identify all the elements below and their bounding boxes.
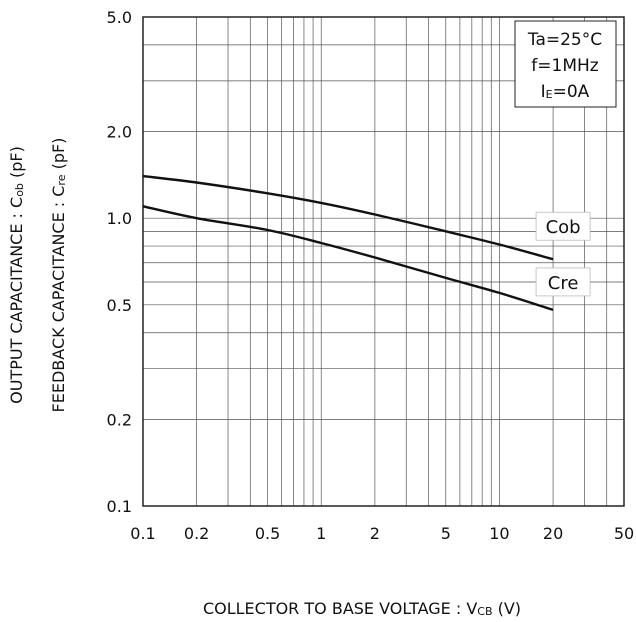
series-label-cre: Cre <box>548 273 579 294</box>
condition-text: IE=0A <box>541 82 590 102</box>
y-tick-label: 1.0 <box>107 209 132 228</box>
series-label-box-cre <box>535 267 591 297</box>
x-tick-label: 0.5 <box>255 524 280 543</box>
condition-text: Ta=25°C <box>527 30 602 50</box>
series-line-cre <box>142 205 554 312</box>
y-tick-label: 0.2 <box>107 410 132 429</box>
y-axis-title-feedback: FEEDBACK CAPACITANCE : Cre (pF) <box>49 138 68 413</box>
y-tick-label: 5.0 <box>107 8 132 27</box>
x-axis-title: COLLECTOR TO BASE VOLTAGE : VCB (V) <box>203 599 521 618</box>
x-tick-label: 20 <box>543 524 563 543</box>
series-line-cob <box>142 174 554 261</box>
conditions-legend: Ta=25°C f=1MHz IE=0A <box>514 20 617 108</box>
x-tick-label: 10 <box>489 524 509 543</box>
y-tick-labels: 0.1 0.2 0.5 1.0 2.0 5.0 <box>107 8 132 516</box>
y-axis-title-output: OUTPUT CAPACITANCE : Cob (pF) <box>7 146 26 404</box>
condition-text: f=1MHz <box>531 56 598 76</box>
y-tick-label: 0.1 <box>107 497 132 516</box>
y-tick-label: 2.0 <box>107 123 132 142</box>
conditions-box <box>514 20 617 108</box>
x-tick-label: 2 <box>370 524 380 543</box>
series-label-cob: Cob <box>546 217 581 238</box>
y-tick-label: 0.5 <box>107 296 132 315</box>
x-tick-labels: 0.1 0.2 0.5 1 2 5 10 20 50 <box>130 524 634 543</box>
x-tick-label: 1 <box>316 524 326 543</box>
x-tick-label: 50 <box>614 524 634 543</box>
plot-frame <box>142 16 625 507</box>
series-lines <box>142 174 554 312</box>
x-tick-label: 0.2 <box>184 524 209 543</box>
series-labels: Cob Cre <box>535 211 591 297</box>
x-tick-label: 5 <box>441 524 451 543</box>
x-tick-label: 0.1 <box>130 524 155 543</box>
series-label-box-cob <box>535 211 591 241</box>
